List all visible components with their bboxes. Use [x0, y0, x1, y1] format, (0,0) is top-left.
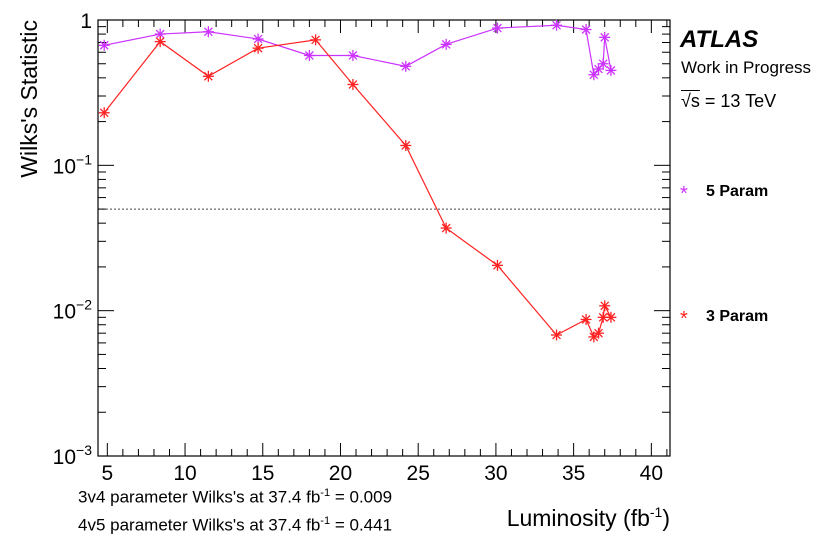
legend-item-5-param: * 5 Param: [680, 183, 769, 205]
x-tick-label: 30: [484, 462, 507, 485]
data-point-5-param: [303, 49, 315, 61]
series-line-3-param: [103, 39, 612, 338]
legend-item-3-param: * 3 Param: [680, 308, 769, 330]
data-point-5-param: [202, 26, 214, 38]
y-tick-label: 10−2: [53, 297, 93, 324]
x-tick-label: 35: [562, 462, 585, 485]
status-label: Work in Progress: [681, 58, 812, 77]
data-point-5-param: [440, 38, 452, 50]
y-tick-label: 1: [80, 10, 92, 33]
data-point-5-param: [491, 22, 503, 34]
legend-marker-5-param: *: [680, 183, 688, 205]
legend-label-5-param: 5 Param: [706, 183, 769, 200]
x-tick-label: 5: [101, 462, 113, 485]
data-point-3-param: [202, 70, 214, 82]
data-point-5-param: [605, 64, 617, 76]
x-tick-label: 25: [407, 462, 430, 485]
y-axis-title: Wilks's Statistic: [16, 20, 42, 178]
x-tick-label: 15: [251, 462, 274, 485]
data-point-3-param: [347, 78, 359, 90]
energy-label: √s = 13 TeV: [681, 91, 777, 111]
legend-label-3-param: 3 Param: [706, 308, 769, 325]
data-point-3-param: [98, 107, 110, 119]
data-point-5-param: [98, 39, 110, 51]
data-point-3-param: [599, 300, 611, 312]
data-point-5-param: [551, 19, 563, 31]
data-point-3-param: [491, 259, 503, 271]
data-point-5-param: [400, 60, 412, 72]
x-tick-label: 10: [173, 462, 196, 485]
data-point-3-param: [154, 36, 166, 48]
x-axis-title: Luminosity (fb-1): [507, 504, 670, 531]
data-point-3-param: [580, 313, 592, 325]
x-tick-label: 20: [329, 462, 352, 485]
data-point-5-param: [588, 69, 600, 81]
data-point-5-param: [597, 58, 609, 70]
experiment-label: ATLAS: [680, 26, 759, 53]
x-tick-label: 40: [640, 462, 663, 485]
data-point-5-param: [347, 49, 359, 61]
series-line-5-param: [104, 24, 612, 77]
data-point-5-param: [599, 31, 611, 43]
data-point-3-param: [400, 139, 412, 151]
data-point-3-param: [252, 42, 264, 54]
data-point-3-param: [440, 222, 452, 234]
y-tick-label: 10−1: [53, 151, 93, 178]
data-point-3-param: [310, 34, 322, 46]
data-point-3-param: [593, 327, 604, 339]
data-point-3-param: [551, 329, 563, 341]
note-4v5: 4v5 parameter Wilks's at 37.4 fb-1 = 0.4…: [78, 515, 393, 535]
data-point-3-param: [605, 311, 617, 323]
note-3v4: 3v4 parameter Wilks's at 37.4 fb-1 = 0.0…: [78, 487, 393, 507]
data-point-3-param: [588, 331, 600, 343]
plot-frame: [97, 19, 671, 457]
data-point-5-param: [580, 24, 592, 36]
y-tick-label: 10−3: [53, 442, 93, 469]
legend-marker-3-param: *: [680, 308, 688, 330]
